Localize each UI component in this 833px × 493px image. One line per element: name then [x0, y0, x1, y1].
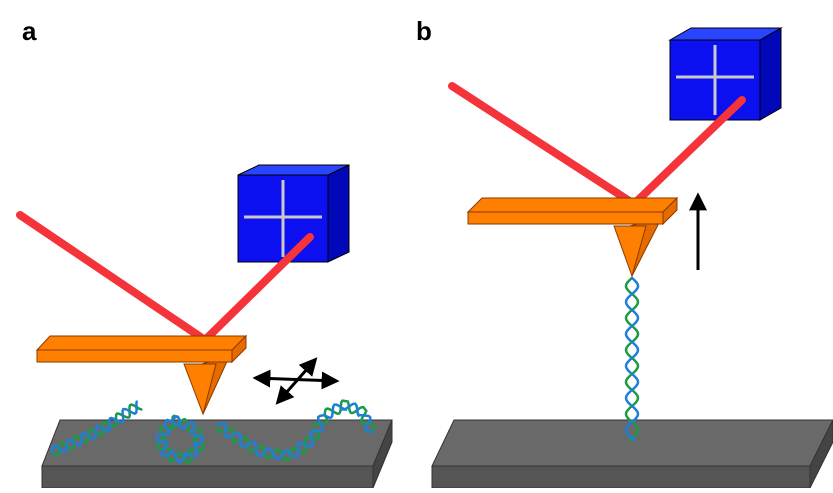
panel-b [431, 27, 833, 489]
panel-a [16, 164, 393, 489]
substrate-a-front [41, 465, 374, 489]
cantilever-b-side [662, 196, 678, 226]
panel-label-a: a [22, 16, 37, 46]
substrate-b-top [431, 419, 833, 467]
photodetector-a-side [327, 164, 350, 263]
dna-strands-on-surface [50, 399, 376, 465]
substrate-a-side [372, 419, 393, 489]
cantilever-b-top [466, 197, 679, 213]
dna-stretched [624, 276, 640, 442]
panel-label-b: b [416, 16, 432, 46]
cantilever-b-tip [613, 225, 647, 278]
cantilever-a-top [35, 335, 248, 351]
dna-b-strand-2 [624, 276, 640, 442]
dna-a-3-strand-2 [216, 402, 374, 461]
photodetector-b-side [759, 27, 782, 121]
dna-a-2-strand-2 [155, 415, 205, 464]
photodetector-a [237, 164, 350, 263]
substrate-b-front [431, 465, 811, 489]
cantilever-a-side [231, 334, 247, 364]
cantilever-b-front [467, 211, 664, 225]
photodetector-b [668, 27, 783, 121]
cantilever-a-tip [183, 363, 217, 416]
cantilever-a-front [36, 349, 233, 363]
substrate-a [41, 419, 393, 489]
dna-a-1-strand-2 [50, 400, 138, 454]
substrate-b-side [809, 419, 833, 489]
cantilever-b [466, 196, 679, 278]
substrate-b [431, 419, 833, 489]
cantilever-a [35, 334, 248, 416]
scan-arrows-icon [252, 357, 340, 405]
dna-b-strand-1 [624, 276, 640, 442]
